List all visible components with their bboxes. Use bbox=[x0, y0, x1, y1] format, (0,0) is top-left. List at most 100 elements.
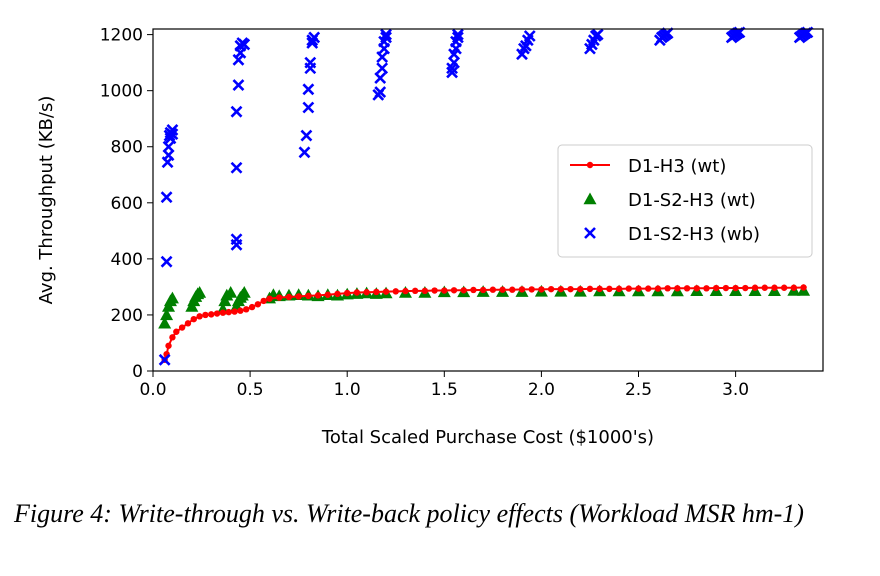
data-point bbox=[654, 285, 662, 292]
data-point bbox=[479, 286, 487, 294]
data-point bbox=[441, 287, 448, 294]
data-point bbox=[266, 295, 273, 302]
data-point bbox=[173, 328, 180, 335]
data-point bbox=[431, 287, 438, 294]
data-point bbox=[596, 285, 603, 293]
data-point bbox=[230, 233, 243, 246]
data-point bbox=[219, 309, 227, 316]
data-point bbox=[190, 315, 197, 323]
legend-marker bbox=[586, 161, 594, 169]
data-point bbox=[230, 105, 243, 118]
data-point bbox=[276, 294, 283, 301]
data-point bbox=[411, 287, 419, 295]
data-point bbox=[231, 308, 238, 315]
data-point bbox=[683, 285, 691, 292]
data-point bbox=[547, 285, 555, 293]
data-point bbox=[742, 284, 749, 292]
data-point bbox=[254, 301, 262, 308]
data-point bbox=[295, 293, 302, 300]
data-point bbox=[446, 66, 458, 79]
data-point bbox=[518, 286, 526, 293]
data-point bbox=[664, 285, 671, 292]
data-point bbox=[790, 284, 798, 291]
data-point bbox=[661, 27, 674, 40]
data-point bbox=[376, 62, 389, 75]
data-point bbox=[158, 316, 172, 329]
legend: D1-H3 (wt) D1-S2-H3 (wt) D1-S2-H3 (wb) bbox=[557, 144, 813, 258]
y-tick-label: 0 bbox=[132, 362, 143, 382]
scatter-chart: 0.0 0.5 1.0 1.5 2.0 2.5 3.0 0 200 400 600 800 1000 1… bbox=[36, 26, 824, 448]
x-tick-label: 2.0 bbox=[528, 380, 555, 400]
data-point bbox=[298, 146, 311, 159]
legend-marker bbox=[583, 192, 597, 205]
y-tick-label: 1000 bbox=[100, 82, 143, 102]
data-point bbox=[451, 28, 464, 41]
data-point bbox=[305, 292, 312, 300]
data-point bbox=[230, 161, 243, 174]
data-point bbox=[538, 286, 545, 293]
legend-item: D1-H3 (wt) bbox=[570, 156, 726, 177]
legend-label: D1-S2-H3 (wb) bbox=[628, 224, 760, 245]
y-tick-label: 1200 bbox=[100, 26, 143, 46]
data-point bbox=[353, 289, 361, 296]
series-0 bbox=[161, 284, 807, 363]
data-point bbox=[160, 191, 173, 204]
y-tick-label: 400 bbox=[111, 250, 143, 270]
series-line bbox=[163, 286, 804, 361]
data-point bbox=[392, 288, 399, 295]
data-point bbox=[382, 288, 390, 295]
data-point bbox=[751, 284, 759, 291]
data-point bbox=[703, 285, 710, 292]
data-point bbox=[374, 72, 387, 84]
data-point bbox=[693, 285, 700, 292]
data-point bbox=[314, 292, 322, 299]
legend-item: D1-S2-H3 (wt) bbox=[583, 190, 756, 211]
y-axis-label: Avg. Throughput (KB/s) bbox=[36, 96, 57, 305]
data-point bbox=[800, 284, 807, 291]
data-point bbox=[178, 324, 186, 331]
data-point bbox=[567, 285, 574, 293]
data-point bbox=[373, 288, 380, 296]
data-point bbox=[374, 86, 387, 98]
data-point bbox=[158, 353, 171, 366]
data-point bbox=[238, 38, 251, 51]
data-point bbox=[213, 310, 221, 317]
data-point bbox=[732, 284, 739, 292]
data-point bbox=[450, 287, 458, 294]
data-point bbox=[557, 285, 565, 293]
data-point bbox=[421, 287, 429, 295]
data-point bbox=[615, 285, 623, 293]
data-point bbox=[324, 291, 331, 298]
data-point bbox=[499, 286, 506, 293]
data-point bbox=[591, 28, 604, 41]
data-point bbox=[302, 101, 315, 114]
data-point bbox=[523, 30, 536, 42]
x-tick-label: 0.5 bbox=[237, 380, 264, 400]
data-point bbox=[165, 342, 172, 349]
data-point bbox=[208, 311, 215, 318]
x-tick-label: 1.5 bbox=[431, 380, 458, 400]
x-axis: 0.0 0.5 1.0 1.5 2.0 2.5 3.0 bbox=[139, 371, 749, 400]
data-point bbox=[162, 140, 175, 153]
y-tick-label: 200 bbox=[111, 306, 143, 326]
data-point bbox=[193, 286, 207, 298]
data-point bbox=[160, 308, 174, 321]
data-point bbox=[202, 311, 209, 319]
x-tick-label: 1.0 bbox=[334, 380, 361, 400]
data-point bbox=[489, 286, 497, 293]
data-point bbox=[780, 284, 788, 291]
data-point bbox=[577, 285, 584, 293]
y-axis: 0 200 400 600 800 1000 1200 bbox=[100, 26, 153, 382]
data-point bbox=[761, 284, 768, 291]
x-axis-label: Total Scaled Purchase Cost ($1000's) bbox=[321, 427, 654, 448]
x-tick-label: 3.0 bbox=[722, 380, 749, 400]
data-point bbox=[509, 286, 516, 293]
data-point bbox=[376, 51, 389, 63]
legend-box bbox=[557, 144, 813, 258]
data-point bbox=[165, 291, 179, 304]
data-point bbox=[380, 28, 392, 41]
y-tick-label: 600 bbox=[111, 194, 143, 214]
data-point bbox=[586, 285, 594, 293]
data-point bbox=[196, 313, 203, 320]
data-point bbox=[635, 285, 642, 292]
